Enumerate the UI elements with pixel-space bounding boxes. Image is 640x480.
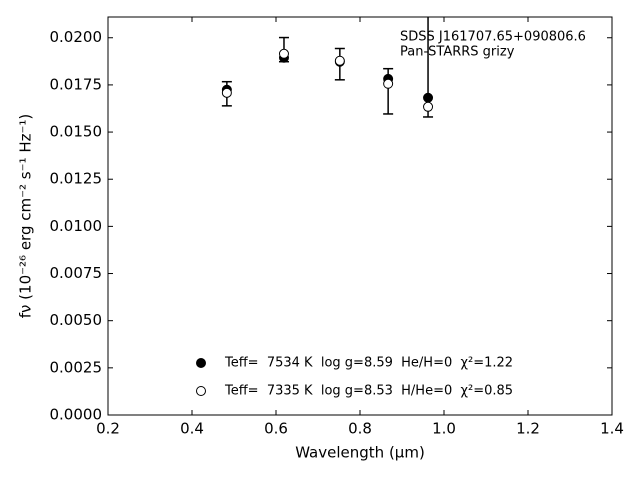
x-tick-label: 0.4 [180, 420, 204, 438]
marker [334, 55, 345, 66]
y-tick-label: 0.0000 [50, 406, 103, 424]
y-tick-label: 0.0100 [50, 217, 103, 235]
y-tick-label: 0.0025 [50, 358, 103, 376]
legend-marker [196, 386, 206, 396]
y-tick-label: 0.0175 [50, 75, 103, 93]
y-tick-label: 0.0050 [50, 311, 103, 329]
x-tick-label: 1.0 [432, 420, 456, 438]
x-axis-label: Wavelength (μm) [295, 444, 425, 462]
y-tick-label: 0.0200 [50, 28, 103, 46]
y-axis-label: fν (10⁻²⁶ erg cm⁻² s⁻¹ Hz⁻¹) [17, 114, 35, 319]
y-tick-label: 0.0075 [50, 264, 103, 282]
y-tick-label: 0.0150 [50, 123, 103, 141]
annotation: Pan-STARRS grizy [400, 45, 515, 60]
marker [423, 92, 434, 103]
y-tick-label: 0.0125 [50, 170, 103, 188]
x-tick-label: 0.2 [96, 420, 120, 438]
x-tick-label: 0.6 [264, 420, 288, 438]
x-tick-label: 1.2 [516, 420, 540, 438]
plot-area [221, 17, 434, 118]
marker [278, 48, 289, 59]
x-tick-label: 1.4 [600, 420, 624, 438]
marker [423, 101, 434, 112]
marker [383, 78, 394, 89]
legend-label: Teff= 7534 K log g=8.59 He/H=0 χ²=1.22 [224, 356, 513, 371]
x-tick-label: 0.8 [348, 420, 372, 438]
legend-label: Teff= 7335 K log g=8.53 H/He=0 χ²=0.85 [224, 384, 513, 399]
marker [221, 87, 232, 98]
annotation: SDSS J161707.65+090806.6 [400, 30, 586, 45]
legend-marker [196, 358, 206, 368]
